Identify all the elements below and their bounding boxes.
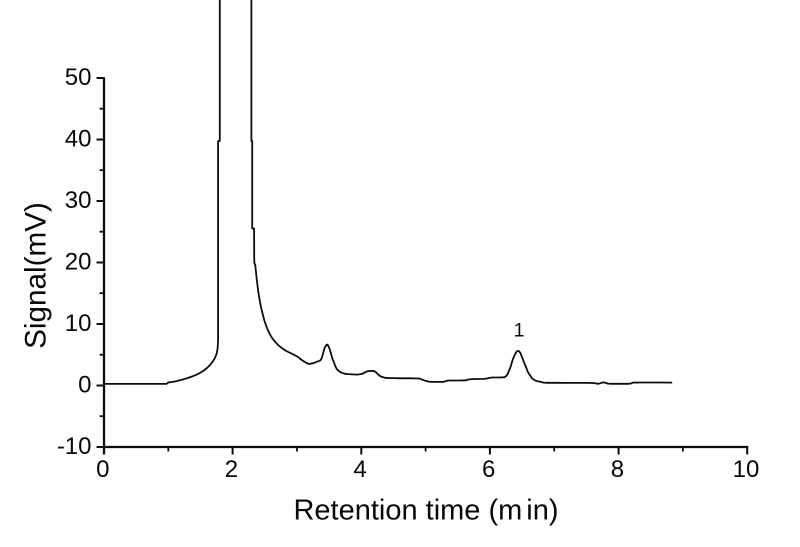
svg-text:4: 4: [353, 456, 366, 483]
svg-text:50: 50: [65, 64, 92, 91]
svg-text:30: 30: [65, 187, 92, 214]
svg-text:6: 6: [482, 456, 495, 483]
svg-text:8: 8: [611, 456, 624, 483]
svg-text:40: 40: [65, 126, 92, 153]
svg-text:-10: -10: [57, 433, 92, 460]
svg-text:0: 0: [78, 372, 91, 399]
svg-text:10: 10: [733, 456, 760, 483]
svg-text:Signal(mV): Signal(mV): [20, 202, 53, 349]
svg-text:10: 10: [65, 310, 92, 337]
svg-text:0: 0: [96, 456, 109, 483]
svg-text:20: 20: [65, 249, 92, 276]
svg-text:1: 1: [514, 320, 525, 342]
svg-text:2: 2: [225, 456, 238, 483]
svg-text:Retention time (min): Retention time (m in): [293, 495, 558, 527]
